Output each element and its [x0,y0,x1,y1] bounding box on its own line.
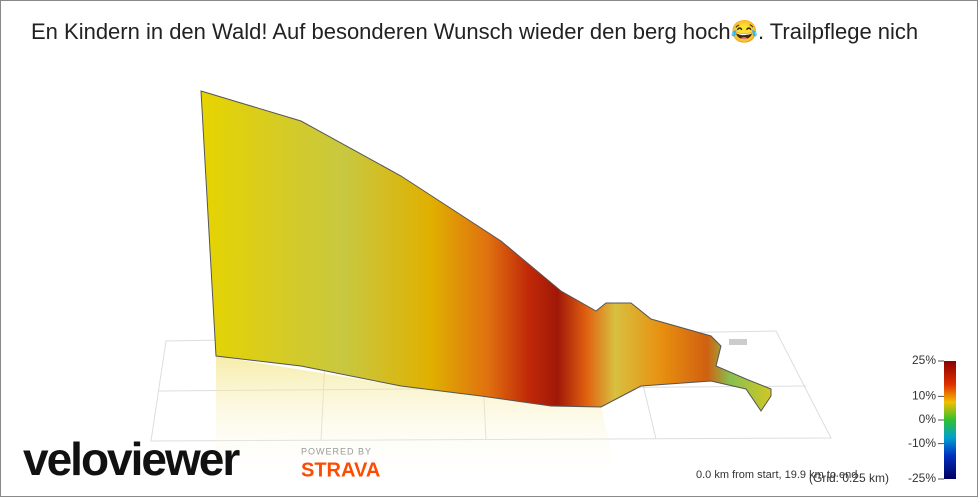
colorbar-label: -10% [908,436,936,450]
strava: STRAVA [301,459,380,481]
position: 0.0 km from start, 19.9 km to end [696,469,857,481]
title: En Kindern in den Wald! Auf besonderen W… [31,19,918,44]
colorbar-label: 25% [912,353,936,367]
colorbar-label: 10% [912,389,936,403]
colorbar-ticks: 25% 10% 0% -10% -25% [908,353,944,485]
marker [729,339,747,345]
colorbar-label: 0% [919,412,937,426]
colorbar [944,361,956,479]
logo: veloviewer [23,433,240,485]
reflection [216,356,616,471]
grid-size: (Grid: 0.25 km) [809,471,889,485]
elevation-profile [200,90,772,412]
powered-by: POWERED BY [301,446,372,456]
colorbar-label: -25% [908,471,936,485]
